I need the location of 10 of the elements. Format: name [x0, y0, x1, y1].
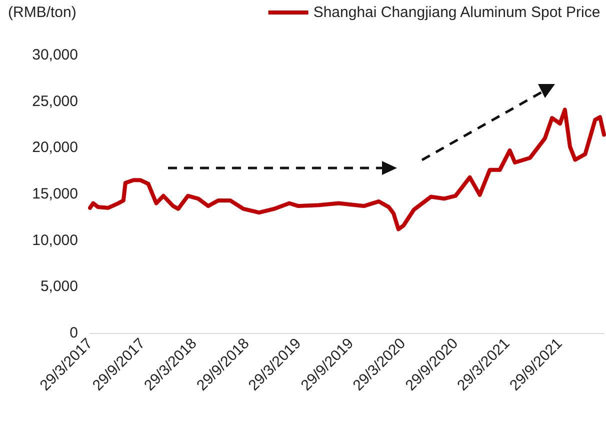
y-tick-label: 10,000 — [32, 232, 78, 249]
y-tick-label: 30,000 — [32, 46, 78, 64]
legend-label: Shanghai Changjiang Aluminum Spot Price — [313, 4, 600, 21]
y-axis-title: (RMB/ton) — [8, 4, 76, 21]
y-tick-label: 20,000 — [32, 139, 78, 156]
y-tick-label: 5,000 — [40, 278, 78, 296]
line-series — [88, 108, 606, 232]
y-tick-label: 25,000 — [32, 92, 78, 110]
y-tick-label: 0 — [70, 324, 78, 342]
y-tick-label: 15,000 — [32, 186, 78, 202]
